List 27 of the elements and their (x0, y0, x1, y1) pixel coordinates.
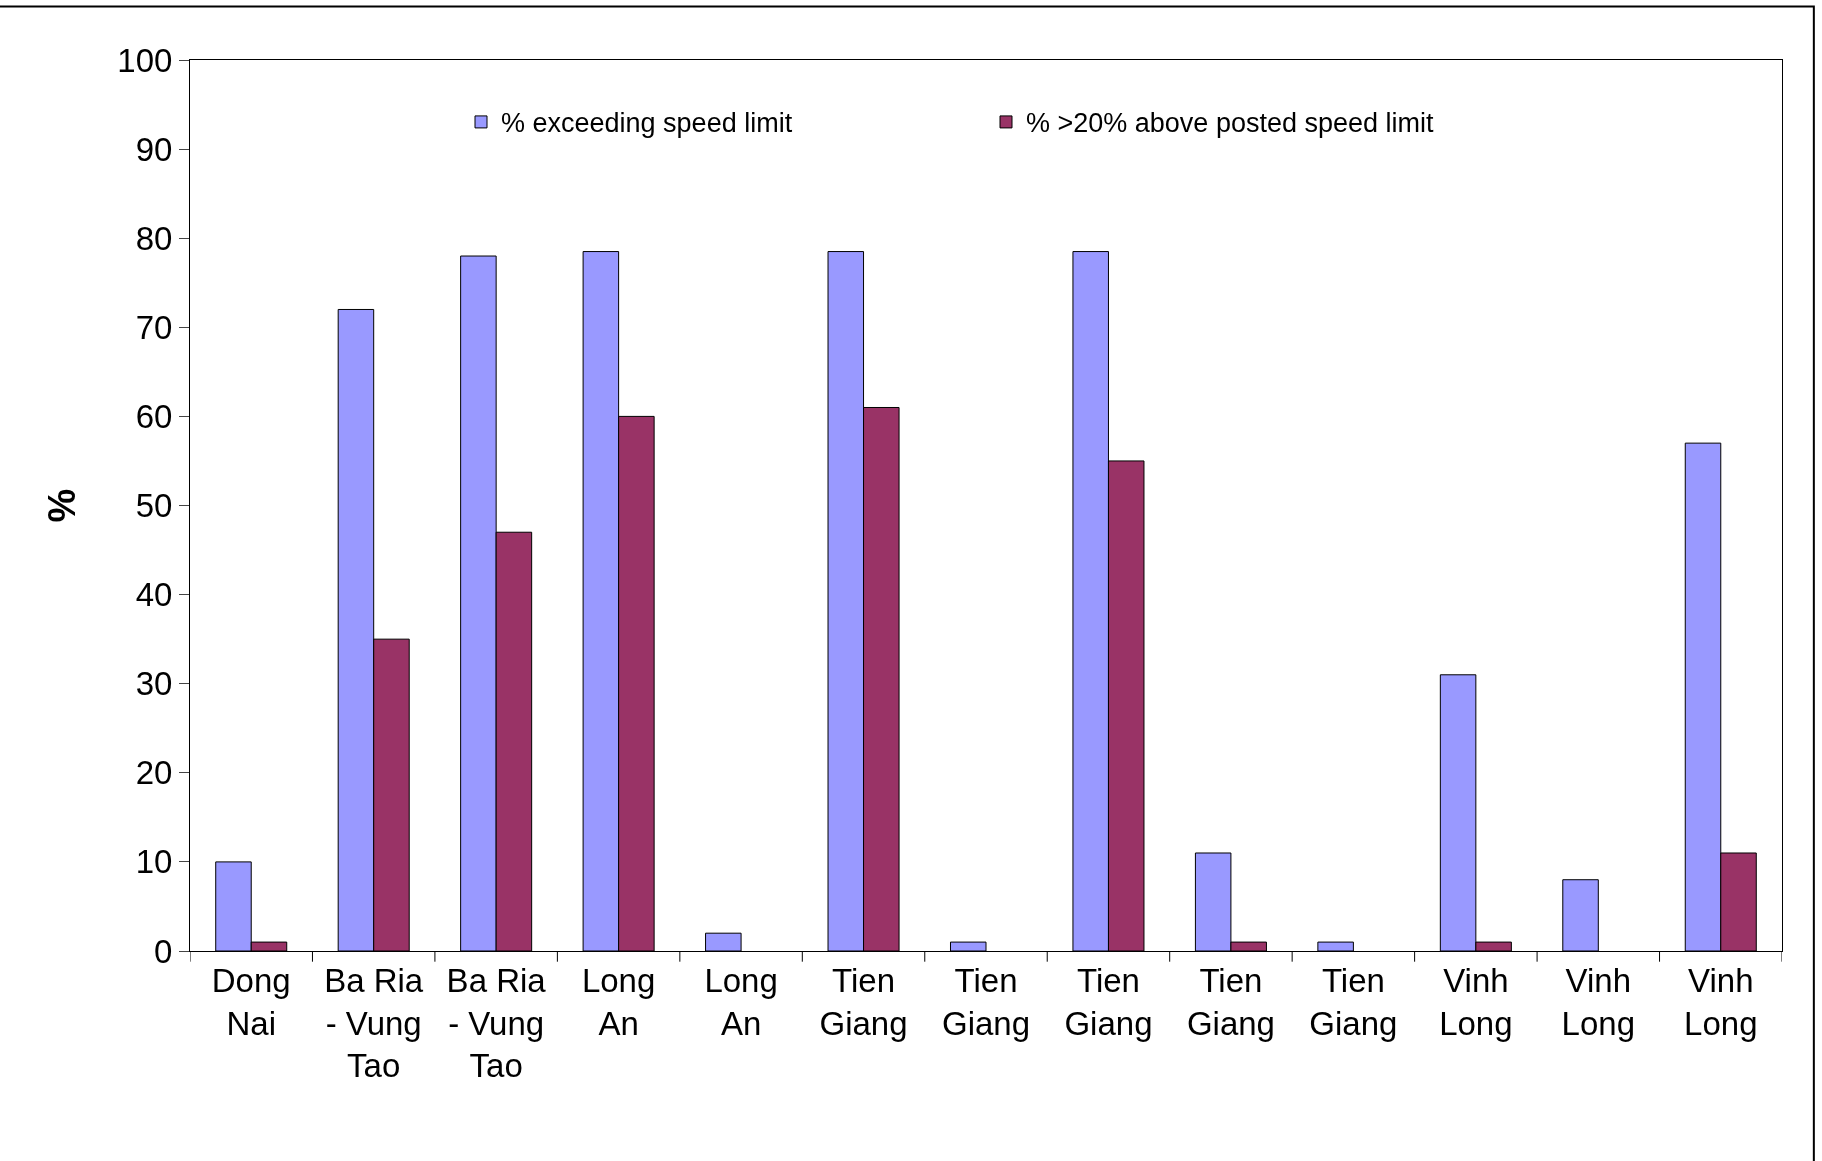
y-axis-title: % (40, 488, 83, 523)
x-tick-label: Vinh Long (1561, 961, 1636, 1042)
y-tick-label: 30 (135, 665, 173, 703)
x-tick-label: Vinh Long (1684, 961, 1758, 1042)
y-tick-label: 70 (135, 308, 173, 346)
y-tick-label: 20 (135, 754, 173, 792)
x-tick-label: Vinh Long (1439, 961, 1513, 1042)
y-tick-label: 80 (135, 219, 173, 257)
legend-label: % exceeding speed limit (501, 108, 793, 139)
y-tick-label: 0 (154, 932, 173, 970)
y-tick-label: 50 (135, 487, 173, 525)
y-tick-label: 90 (135, 130, 173, 168)
x-tick-label: Long An (581, 961, 656, 1042)
legend-label: % >20% above posted speed limit (1026, 108, 1434, 139)
y-tick-label: 60 (135, 397, 173, 435)
x-tick-label: Ba Ria - Vung Tao (446, 961, 547, 1085)
x-tick-label: Tien Giang (1064, 961, 1153, 1042)
y-tick-label: 100 (117, 41, 173, 79)
x-tick-label: Tien Giang (1309, 961, 1398, 1042)
x-tick-label: Ba Ria - Vung Tao (324, 961, 424, 1085)
x-tick-label: Tien Giang (819, 961, 908, 1042)
x-tick-label: Dong Nai (211, 961, 291, 1042)
x-tick-label: Tien Giang (1186, 961, 1275, 1042)
x-tick-label: Tien Giang (941, 961, 1031, 1042)
x-tick-label: Long An (704, 961, 778, 1042)
y-tick-label: 10 (135, 843, 173, 881)
y-tick-label: 40 (135, 576, 173, 614)
